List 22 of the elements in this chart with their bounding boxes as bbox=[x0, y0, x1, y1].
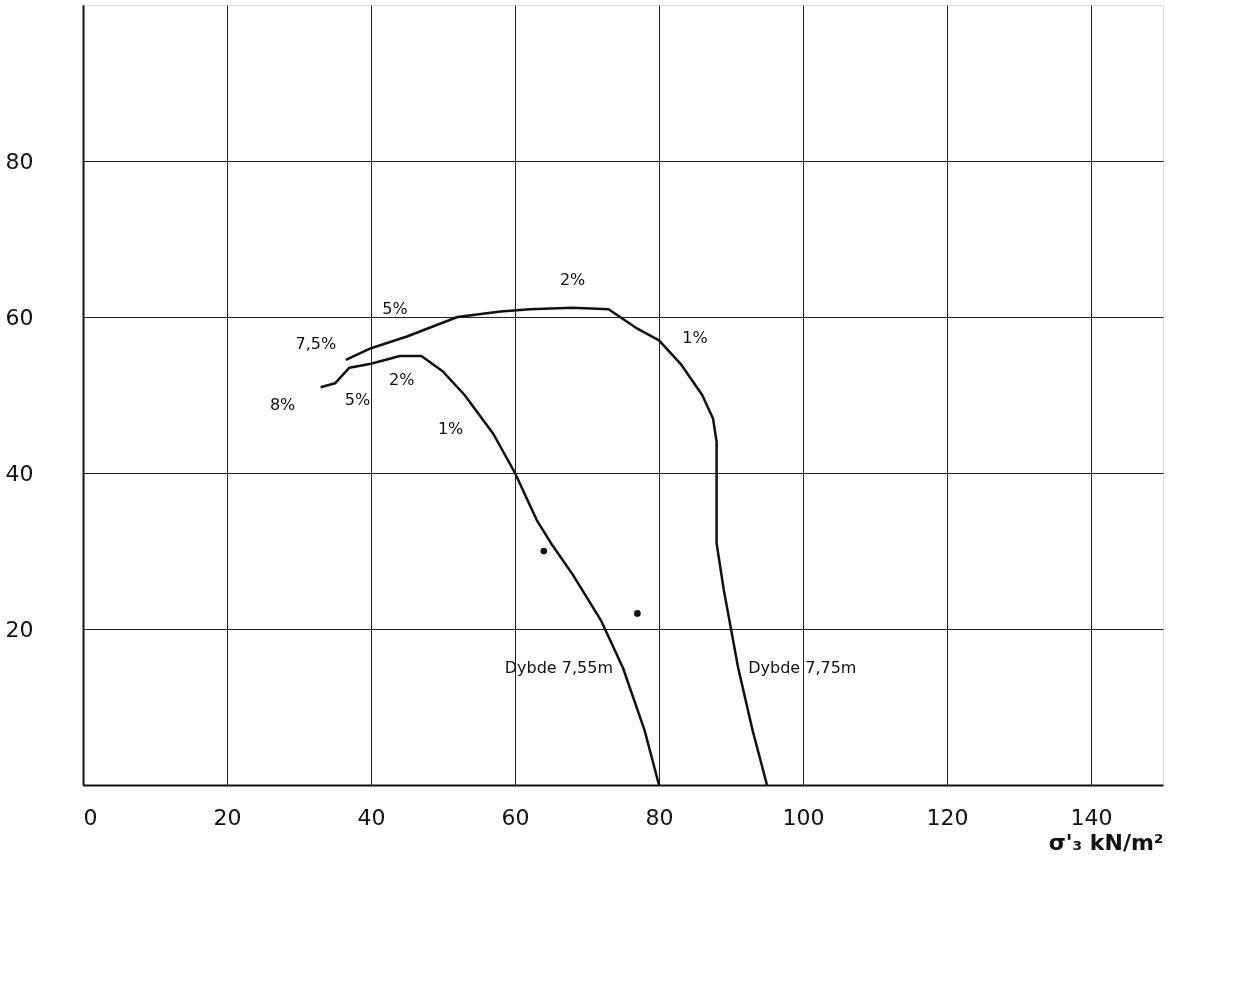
annotation: 1% bbox=[437, 419, 464, 438]
annotation: 5% bbox=[382, 298, 408, 318]
x-tick-label: 120 bbox=[926, 804, 969, 830]
annotation: 7,5% bbox=[295, 333, 337, 353]
annotation: 5% bbox=[344, 389, 371, 409]
annotation: 2% bbox=[389, 370, 415, 389]
x-tick-label: 40 bbox=[357, 804, 386, 830]
y-tick-label: 40 bbox=[5, 460, 34, 486]
y-tick-label: 20 bbox=[5, 616, 34, 642]
x-tick-label: 60 bbox=[501, 804, 530, 830]
x-tick-label: 140 bbox=[1070, 804, 1113, 830]
x-tick-label: 20 bbox=[213, 804, 242, 830]
y-tick-label: 80 bbox=[5, 148, 34, 174]
annotation: 8% bbox=[269, 395, 296, 415]
x-axis-title: σ'₃ kN/m² bbox=[1048, 829, 1164, 855]
annotation: 2% bbox=[559, 269, 586, 289]
x-tick-label: 100 bbox=[782, 804, 825, 830]
x-tick-label: 0 bbox=[83, 804, 98, 830]
annotation: Dybde 7,75m bbox=[748, 658, 857, 677]
annotation: 1% bbox=[682, 328, 708, 348]
x-tick-label: 80 bbox=[645, 804, 674, 830]
y-tick-label: 60 bbox=[5, 304, 34, 330]
